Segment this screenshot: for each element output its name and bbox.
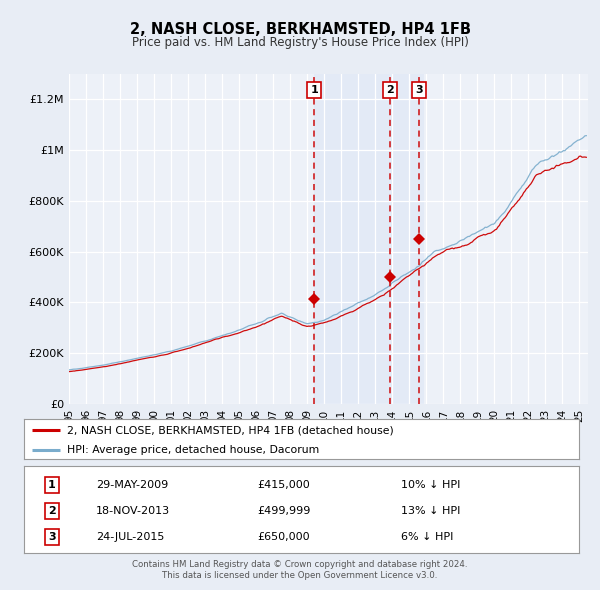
Text: 6% ↓ HPI: 6% ↓ HPI [401,532,454,542]
Text: HPI: Average price, detached house, Dacorum: HPI: Average price, detached house, Daco… [67,445,320,455]
Text: 10% ↓ HPI: 10% ↓ HPI [401,480,461,490]
Text: 3: 3 [48,532,56,542]
Text: £499,999: £499,999 [257,506,310,516]
Text: 29-MAY-2009: 29-MAY-2009 [96,480,169,490]
Text: 1: 1 [48,480,56,490]
Text: Price paid vs. HM Land Registry's House Price Index (HPI): Price paid vs. HM Land Registry's House … [131,36,469,49]
Text: This data is licensed under the Open Government Licence v3.0.: This data is licensed under the Open Gov… [163,571,437,580]
Text: 1: 1 [310,86,318,95]
Text: 24-JUL-2015: 24-JUL-2015 [96,532,164,542]
Text: 18-NOV-2013: 18-NOV-2013 [96,506,170,516]
Text: 2: 2 [386,86,394,95]
Text: 13% ↓ HPI: 13% ↓ HPI [401,506,461,516]
Text: 2, NASH CLOSE, BERKHAMSTED, HP4 1FB: 2, NASH CLOSE, BERKHAMSTED, HP4 1FB [130,22,470,37]
Text: 2: 2 [48,506,56,516]
Text: 2, NASH CLOSE, BERKHAMSTED, HP4 1FB (detached house): 2, NASH CLOSE, BERKHAMSTED, HP4 1FB (det… [67,425,394,435]
Text: £650,000: £650,000 [257,532,310,542]
Text: Contains HM Land Registry data © Crown copyright and database right 2024.: Contains HM Land Registry data © Crown c… [132,560,468,569]
Text: £415,000: £415,000 [257,480,310,490]
Text: 3: 3 [415,86,422,95]
Bar [314,74,424,404]
